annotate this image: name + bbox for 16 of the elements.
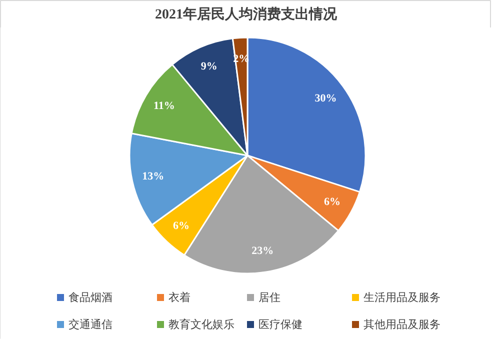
data-label: 6% (173, 220, 190, 232)
legend-label: 生活用品及服务 (364, 291, 440, 304)
legend-label: 教育文化娱乐 (168, 318, 234, 331)
legend-label: 医疗保健 (258, 318, 302, 331)
data-label: 13% (142, 170, 164, 183)
data-label: 11% (154, 100, 175, 112)
legend-label: 其他用品及服务 (364, 318, 440, 331)
legend-label: 食品烟酒 (68, 291, 112, 304)
legend-label: 交通通信 (68, 318, 112, 331)
data-label: 9% (200, 60, 218, 73)
chart-title: 2021年居民人均消费支出情况 (155, 6, 338, 22)
legend-label: 居住 (258, 291, 280, 304)
legend-label: 衣着 (168, 291, 190, 304)
data-label: 23% (252, 245, 274, 258)
data-label: 30% (314, 92, 337, 105)
data-label: 6% (324, 196, 341, 208)
